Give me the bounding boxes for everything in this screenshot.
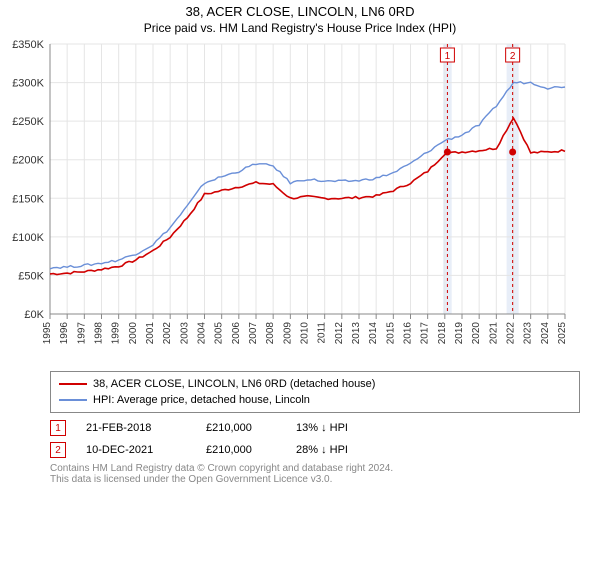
footer-line: Contains HM Land Registry data © Crown c… bbox=[50, 463, 580, 474]
event-price: £210,000 bbox=[206, 422, 276, 434]
svg-text:2013: 2013 bbox=[351, 322, 362, 345]
event-table: 1 21-FEB-2018 £210,000 13% ↓ HPI 2 10-DE… bbox=[50, 417, 580, 461]
legend-item: HPI: Average price, detached house, Linc… bbox=[59, 392, 571, 408]
svg-text:1998: 1998 bbox=[94, 322, 105, 345]
svg-text:1997: 1997 bbox=[76, 322, 87, 345]
svg-text:2001: 2001 bbox=[145, 322, 156, 345]
svg-text:£50K: £50K bbox=[18, 270, 44, 282]
svg-text:2021: 2021 bbox=[488, 322, 499, 345]
svg-text:£0K: £0K bbox=[24, 309, 44, 321]
svg-text:2015: 2015 bbox=[385, 322, 396, 345]
svg-text:2008: 2008 bbox=[265, 322, 276, 345]
legend: 38, ACER CLOSE, LINCOLN, LN6 0RD (detach… bbox=[50, 371, 580, 413]
svg-text:2: 2 bbox=[510, 51, 516, 62]
footer-line: This data is licensed under the Open Gov… bbox=[50, 474, 580, 485]
svg-text:2011: 2011 bbox=[317, 322, 328, 344]
svg-text:£350K: £350K bbox=[12, 39, 44, 51]
svg-text:2005: 2005 bbox=[214, 322, 225, 345]
footer: Contains HM Land Registry data © Crown c… bbox=[50, 463, 580, 485]
svg-text:2023: 2023 bbox=[523, 322, 534, 345]
svg-text:2000: 2000 bbox=[128, 322, 139, 345]
legend-item: 38, ACER CLOSE, LINCOLN, LN6 0RD (detach… bbox=[59, 376, 571, 392]
svg-text:2014: 2014 bbox=[368, 322, 379, 345]
svg-text:2022: 2022 bbox=[506, 322, 517, 345]
svg-text:2025: 2025 bbox=[557, 322, 568, 345]
event-price: £210,000 bbox=[206, 444, 276, 456]
svg-text:2019: 2019 bbox=[454, 322, 465, 345]
svg-text:£150K: £150K bbox=[12, 193, 44, 205]
svg-text:2004: 2004 bbox=[197, 322, 208, 345]
svg-text:2016: 2016 bbox=[403, 322, 414, 345]
price-chart: £0K £50K £100K £150K £200K £250K £300K £350K 199… bbox=[0, 39, 580, 369]
svg-text:2012: 2012 bbox=[334, 322, 345, 345]
legend-label: HPI: Average price, detached house, Linc… bbox=[93, 394, 310, 406]
legend-label: 38, ACER CLOSE, LINCOLN, LN6 0RD (detach… bbox=[93, 378, 375, 390]
svg-text:2003: 2003 bbox=[179, 322, 190, 345]
event-row: 1 21-FEB-2018 £210,000 13% ↓ HPI bbox=[50, 417, 580, 439]
event-date: 10-DEC-2021 bbox=[86, 444, 186, 456]
page-subtitle: Price paid vs. HM Land Registry's House … bbox=[0, 21, 600, 35]
svg-text:£250K: £250K bbox=[12, 116, 44, 128]
svg-text:2018: 2018 bbox=[437, 322, 448, 345]
svg-text:£300K: £300K bbox=[12, 78, 44, 90]
svg-text:£100K: £100K bbox=[12, 232, 44, 244]
legend-swatch bbox=[59, 383, 87, 385]
svg-text:2017: 2017 bbox=[420, 322, 431, 345]
svg-text:2007: 2007 bbox=[248, 322, 259, 345]
svg-text:1995: 1995 bbox=[42, 322, 53, 345]
event-diff: 13% ↓ HPI bbox=[296, 422, 348, 434]
svg-text:£200K: £200K bbox=[12, 155, 44, 167]
event-row: 2 10-DEC-2021 £210,000 28% ↓ HPI bbox=[50, 439, 580, 461]
svg-text:1999: 1999 bbox=[111, 322, 122, 345]
svg-text:2010: 2010 bbox=[300, 322, 311, 345]
page-title: 38, ACER CLOSE, LINCOLN, LN6 0RD bbox=[0, 4, 600, 19]
event-num-badge: 2 bbox=[50, 442, 66, 458]
svg-text:2020: 2020 bbox=[471, 322, 482, 345]
svg-text:1996: 1996 bbox=[59, 322, 70, 345]
legend-swatch bbox=[59, 399, 87, 401]
svg-text:1: 1 bbox=[445, 51, 451, 62]
svg-text:2006: 2006 bbox=[231, 322, 242, 345]
svg-text:2002: 2002 bbox=[162, 322, 173, 345]
event-diff: 28% ↓ HPI bbox=[296, 444, 348, 456]
svg-text:2009: 2009 bbox=[282, 322, 293, 345]
event-date: 21-FEB-2018 bbox=[86, 422, 186, 434]
event-num-badge: 1 bbox=[50, 420, 66, 436]
svg-text:2024: 2024 bbox=[540, 322, 551, 345]
